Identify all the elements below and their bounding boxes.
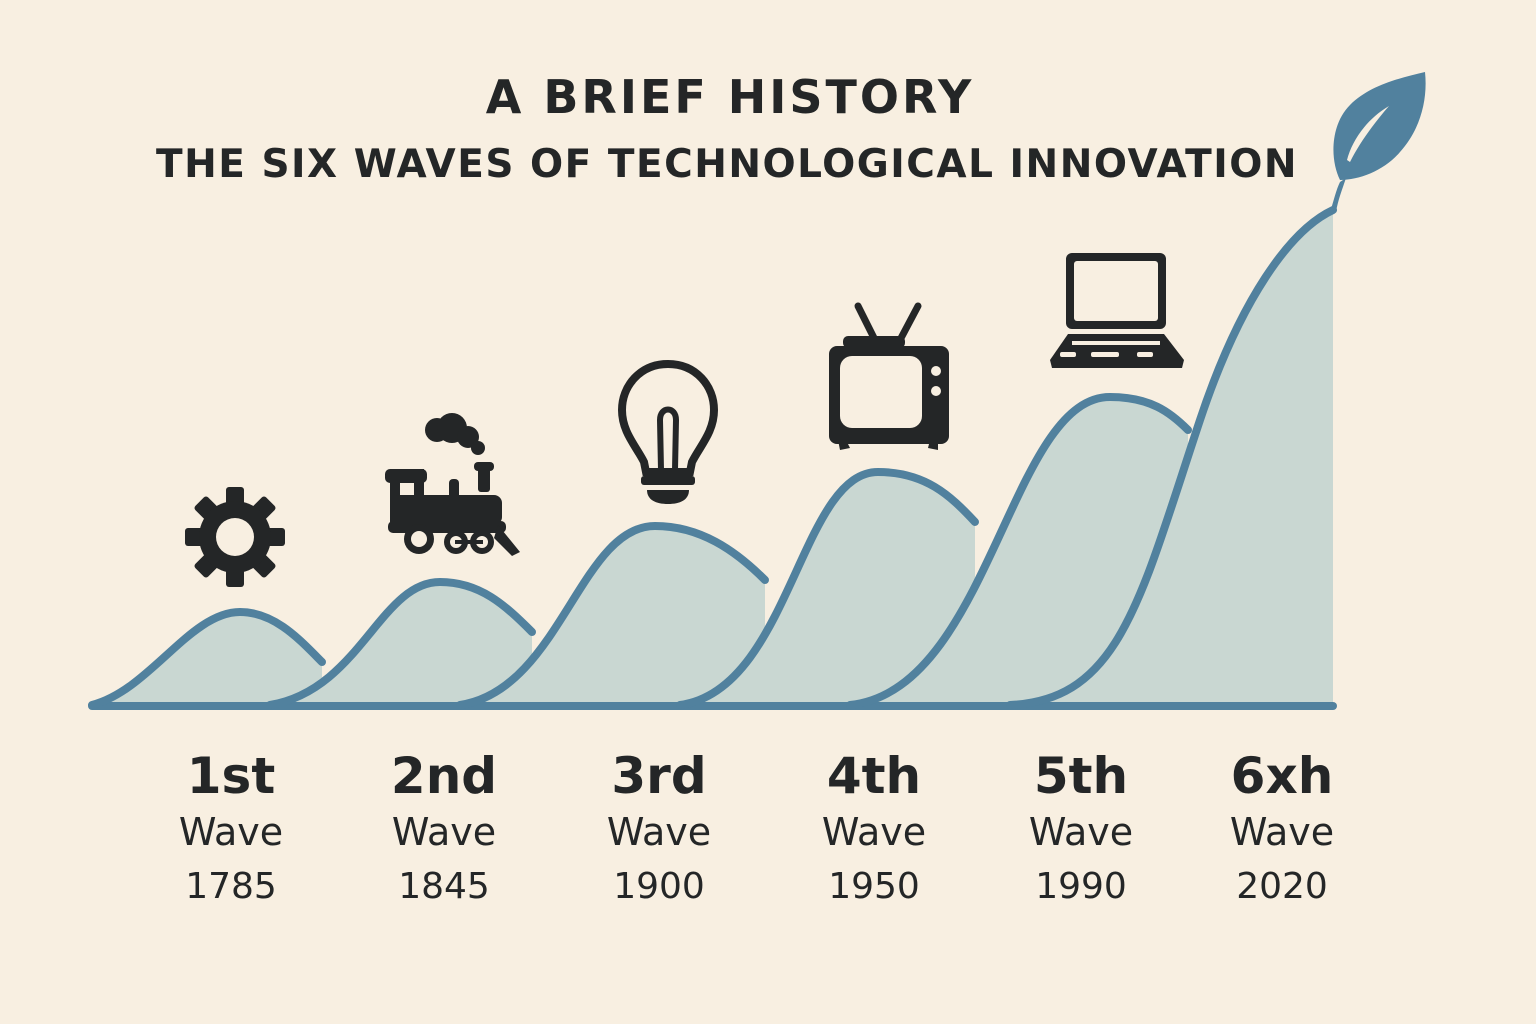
wave-word: Wave: [391, 810, 497, 854]
wave-label-1: 1st Wave 1785: [131, 748, 331, 914]
wave-label-3: 3rd Wave 1900: [559, 748, 759, 914]
wave-6-line: [1006, 206, 1337, 709]
wave-label-4: 4th Wave 1950: [774, 748, 974, 914]
wave-2-line: [266, 578, 536, 709]
wave-label-2: 2nd Wave 1845: [344, 748, 544, 914]
wave-ordinal: 1st: [186, 747, 276, 805]
locomotive-rod: [455, 540, 483, 544]
wave-1-line: [88, 608, 326, 709]
gear-icon: [185, 487, 285, 587]
wave-lines: [88, 206, 1337, 710]
wave-ordinal: 3rd: [611, 747, 707, 805]
wave-year: 1990: [1035, 866, 1127, 907]
wave-year: 1950: [828, 866, 920, 907]
chart-subtitle: THE SIX WAVES OF TECHNOLOGICAL INNOVATIO…: [156, 142, 1299, 187]
wave-word: Wave: [606, 810, 712, 854]
wave-ordinal: 2nd: [390, 747, 498, 805]
wave-year: 1845: [398, 866, 490, 907]
wave-ordinal: 5th: [1033, 747, 1129, 805]
wave-word: Wave: [178, 810, 284, 854]
wave-label-6: 6xh Wave 2020: [1182, 748, 1382, 914]
laptop-icon: [1050, 253, 1184, 368]
wave-word: Wave: [1229, 810, 1335, 854]
wave-5-area: [850, 397, 1188, 705]
wave-4-line: [676, 468, 979, 709]
wave-year: 1900: [613, 866, 705, 907]
wave-4-area: [680, 472, 975, 705]
wave-6-area: [1010, 210, 1333, 710]
wave-word: Wave: [1028, 810, 1134, 854]
wave-label-5: 5th Wave 1990: [981, 748, 1181, 914]
light-bulb-icon: [617, 359, 719, 504]
steam-locomotive-icon: [385, 413, 520, 556]
wave-year: 1785: [185, 866, 277, 907]
television-icon: [829, 302, 949, 450]
wave-1-area: [92, 612, 322, 705]
wave-word: Wave: [821, 810, 927, 854]
leaf-icon: [1330, 72, 1426, 212]
wave-3-line: [456, 522, 769, 709]
wave-ordinal: 6xh: [1230, 747, 1334, 805]
wave-ordinal: 4th: [826, 747, 922, 805]
wave-5-line: [846, 393, 1192, 709]
wave-areas: [92, 210, 1333, 710]
wave-year: 2020: [1236, 866, 1328, 907]
chart-title: A BRIEF HISTORY: [485, 70, 975, 124]
